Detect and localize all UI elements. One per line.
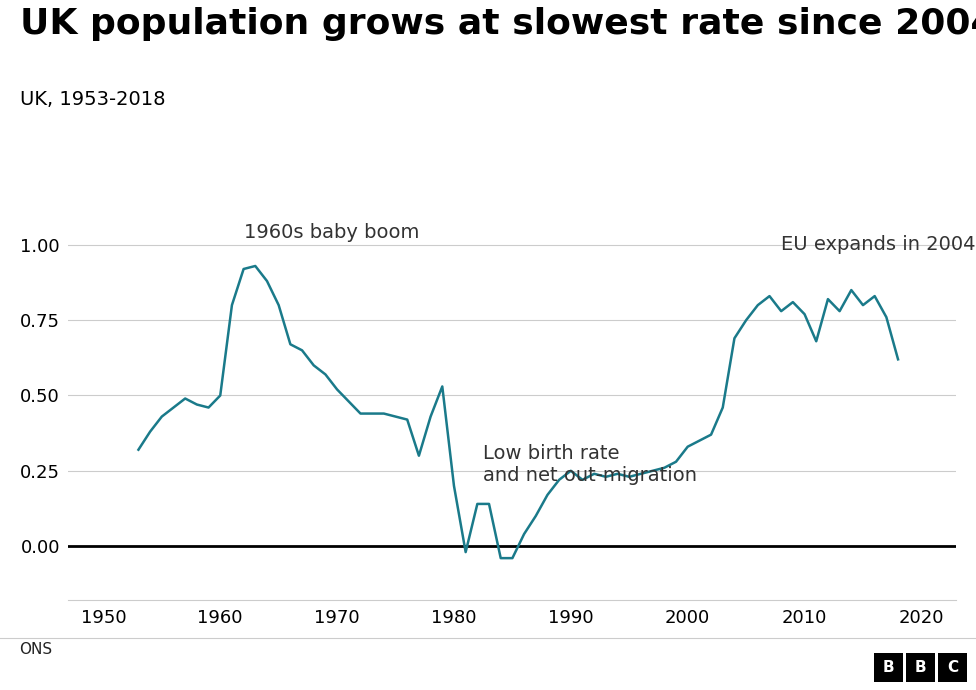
Text: Low birth rate
and net out-migration: Low birth rate and net out-migration bbox=[483, 444, 697, 484]
Text: 1960s baby boom: 1960s baby boom bbox=[244, 223, 419, 242]
Text: C: C bbox=[947, 660, 958, 675]
Text: UK, 1953-2018: UK, 1953-2018 bbox=[20, 90, 165, 109]
Text: UK population grows at slowest rate since 2004: UK population grows at slowest rate sinc… bbox=[20, 7, 976, 41]
Text: ONS: ONS bbox=[20, 642, 53, 657]
Text: EU expands in 2004: EU expands in 2004 bbox=[781, 235, 976, 254]
Text: B: B bbox=[915, 660, 926, 675]
Text: B: B bbox=[882, 660, 894, 675]
